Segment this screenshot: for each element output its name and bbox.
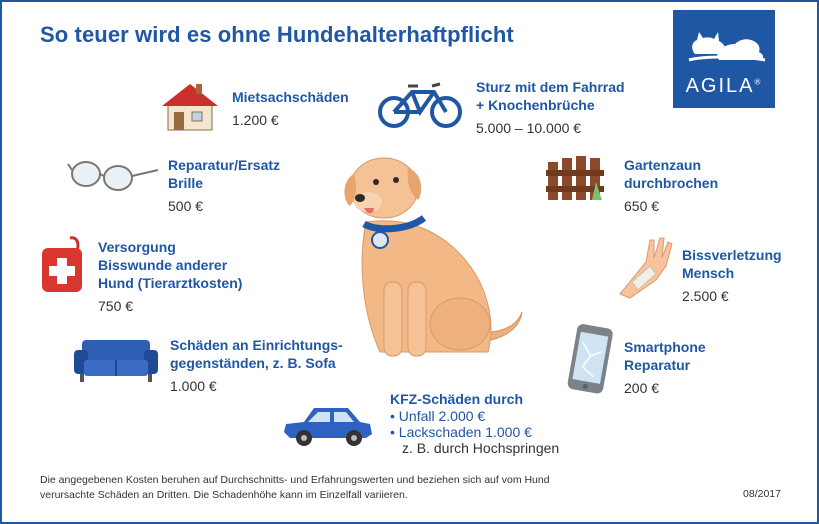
disclaimer-text: Die angegebenen Kosten beruhen auf Durch… [40, 474, 550, 501]
item-label: Gartenzaun durchbrochen [624, 157, 719, 191]
kfz-bullet: • Unfall 2.000 € [390, 408, 486, 424]
agila-logo: AGILA® [673, 10, 775, 108]
bicycle-icon [378, 82, 462, 128]
fence-icon [546, 156, 604, 200]
item-mietsachschaeden: Mietsachschäden 1.200 € [232, 88, 349, 129]
broken-phone-icon [567, 324, 613, 394]
item-label: Versorgung Bisswunde anderer Hund (Tiera… [98, 239, 243, 291]
item-value: 2.500 € [682, 288, 729, 304]
item-label: Sturz mit dem Fahrrad + Knochenbrüche [476, 79, 625, 113]
item-gartenzaun: Gartenzaun durchbrochen 650 € [624, 156, 718, 215]
pets-logo-icon [688, 32, 766, 62]
item-value: 750 € [98, 298, 134, 314]
item-bisswunde-hund: Versorgung Bisswunde anderer Hund (Tiera… [98, 238, 242, 315]
page-title: So teuer wird es ohne Hundehalterhaftpfl… [40, 22, 514, 47]
kfz-label: KFZ-Schäden durch [390, 391, 524, 407]
bandaged-hand-icon [619, 237, 673, 299]
sofa-icon [74, 340, 158, 382]
item-label: Schäden an Einrichtungs- gegenständen, z… [170, 337, 343, 371]
logo-wordmark: AGILA® [685, 75, 763, 97]
glasses-icon [67, 161, 159, 191]
item-kfz: KFZ-Schäden durch • Unfall 2.000 € • Lac… [390, 390, 559, 456]
item-label: Mietsachschäden [232, 89, 349, 105]
publication-date: 08/2017 [743, 488, 781, 500]
item-value: 1.200 € [232, 112, 279, 128]
dog-illustration [344, 157, 523, 357]
car-icon [284, 408, 372, 446]
item-value: 5.000 – 10.000 € [476, 120, 582, 136]
item-bissverletzung-mensch: Bissverletzung Mensch 2.500 € [682, 246, 782, 305]
item-value: 1.000 € [170, 378, 217, 394]
item-value: 500 € [168, 198, 204, 214]
item-fahrrad: Sturz mit dem Fahrrad + Knochenbrüche 5.… [476, 78, 625, 137]
item-label: Smartphone Reparatur [624, 339, 706, 373]
house-icon [162, 84, 218, 131]
first-aid-kit-icon [42, 236, 82, 292]
kfz-bullet: • Lackschaden 1.000 € [390, 424, 532, 440]
item-label: Bissverletzung Mensch [682, 247, 782, 281]
item-value: 200 € [624, 380, 660, 396]
item-brille: Reparatur/Ersatz Brille 500 € [168, 156, 280, 215]
kfz-bullet-note: z. B. durch Hochspringen [402, 440, 560, 456]
item-einrichtung: Schäden an Einrichtungs- gegenständen, z… [170, 336, 343, 395]
item-value: 650 € [624, 198, 660, 214]
item-label: Reparatur/Ersatz Brille [168, 157, 281, 191]
item-smartphone: Smartphone Reparatur 200 € [624, 338, 706, 397]
